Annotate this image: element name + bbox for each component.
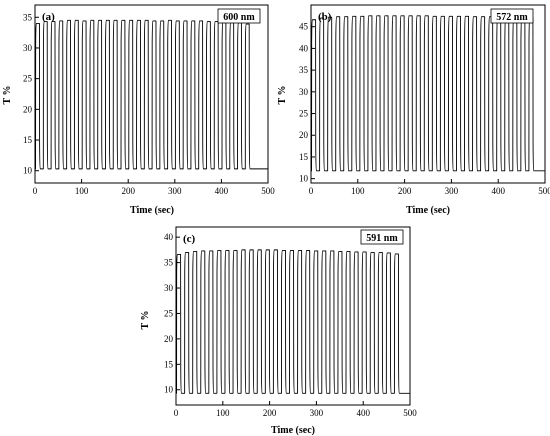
x-tick-label: 400 [215,186,229,196]
y-tick-label: 20 [164,334,174,344]
y-tick-label: 25 [23,74,33,84]
series-line [175,249,410,394]
x-axis-title: Time (sec) [130,205,174,216]
series-line [34,19,268,170]
x-tick-label: 100 [351,186,365,196]
legend-text: 572 nm [496,12,528,23]
x-tick-label: 300 [445,186,459,196]
panel-label: (a) [42,11,55,23]
x-axis-title: Time (sec) [406,205,450,216]
x-tick-label: 300 [310,408,324,418]
legend-box [217,8,261,24]
series-line [310,15,545,172]
y-tick-label: 10 [299,174,309,184]
y-tick-label: 35 [299,65,309,75]
plot-frame [34,4,269,184]
y-tick-label: 45 [299,22,309,32]
y-tick-label: 20 [23,104,33,114]
x-tick-label: 400 [356,408,370,418]
y-axis-title: T % [277,86,288,105]
legend-text: 591 nm [366,233,398,244]
x-tick-label: 200 [398,186,412,196]
x-tick-label: 200 [263,408,277,418]
y-tick-label: 10 [23,166,33,176]
x-tick-label: 0 [309,186,314,196]
y-tick-label: 35 [23,12,33,22]
x-tick-label: 100 [216,408,230,418]
chart-panel-b: 0 100 200 300 400 500 10 15 20 25 30 35 40 45 (b) 572… [277,4,550,216]
y-tick-label: 20 [299,130,309,140]
x-axis-title: Time (sec) [271,425,315,436]
x-tick-label: 500 [261,186,275,196]
y-tick-label: 10 [164,385,174,395]
axis-ticks: 0 100 200 300 400 500 10 15 20 25 30 35 40 45 [299,22,550,196]
y-tick-label: 30 [23,43,33,53]
y-tick-label: 15 [164,359,174,369]
y-tick-label: 30 [299,87,309,97]
y-tick-label: 40 [299,43,309,53]
axis-ticks: 0 100 200 300 400 500 10 15 20 25 30 35 [23,12,275,196]
plot-frame [175,226,411,406]
series-marks [34,19,268,170]
axis-ticks: 0 100 200 300 400 500 10 15 20 25 30 35 40 [164,232,417,418]
chart-panel-c: 0 100 200 300 400 500 10 15 20 25 30 35 40 (c) 591 n… [140,226,417,436]
y-tick-label: 35 [164,258,174,268]
y-tick-label: 25 [164,308,174,318]
x-tick-label: 500 [538,186,550,196]
series-marks [175,249,410,394]
x-tick-label: 400 [491,186,505,196]
plot-frame [310,4,546,184]
legend-text: 600 nm [223,12,255,23]
x-tick-label: 100 [75,186,89,196]
series-marks [310,15,545,172]
y-axis-title: T % [140,311,151,330]
y-axis-title: T % [2,86,13,105]
x-tick-label: 0 [174,408,179,418]
y-tick-label: 15 [23,135,33,145]
y-tick-label: 25 [299,109,309,119]
legend-box [490,8,534,24]
legend-box [360,229,404,245]
panel-label: (b) [318,11,332,23]
panel-label: (c) [183,233,196,245]
y-tick-label: 40 [164,232,174,242]
x-tick-label: 500 [403,408,417,418]
y-tick-label: 30 [164,283,174,293]
y-tick-label: 15 [299,152,309,162]
x-tick-label: 300 [168,186,182,196]
x-tick-label: 0 [33,186,38,196]
x-tick-label: 200 [121,186,135,196]
